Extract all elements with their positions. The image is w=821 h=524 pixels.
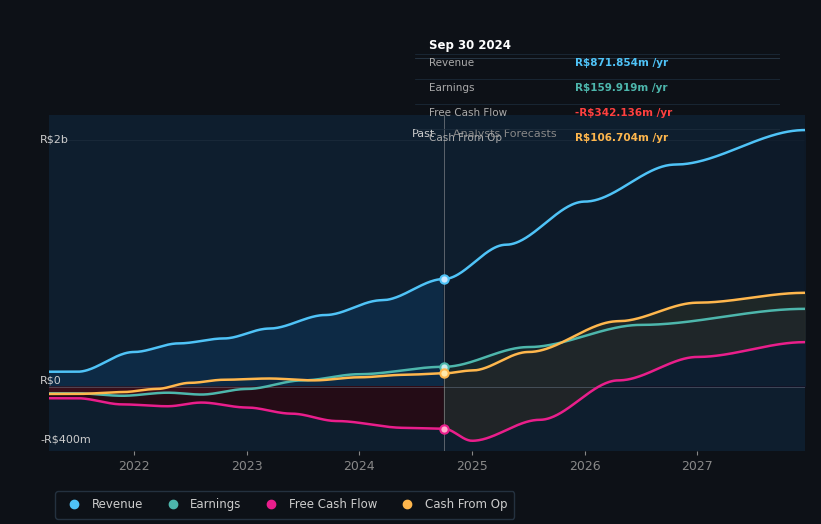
- Text: Earnings: Earnings: [429, 83, 475, 93]
- Text: Free Cash Flow: Free Cash Flow: [429, 108, 507, 118]
- Text: Analysts Forecasts: Analysts Forecasts: [453, 129, 557, 139]
- Text: R$2b: R$2b: [40, 135, 69, 145]
- Text: Sep 30 2024: Sep 30 2024: [429, 39, 511, 52]
- Text: Past: Past: [411, 129, 435, 139]
- Text: R$159.919m /yr: R$159.919m /yr: [576, 83, 667, 93]
- Text: -R$342.136m /yr: -R$342.136m /yr: [576, 108, 672, 118]
- Text: Cash From Op: Cash From Op: [429, 134, 502, 144]
- Text: R$0: R$0: [40, 375, 62, 385]
- Text: R$106.704m /yr: R$106.704m /yr: [576, 134, 668, 144]
- Text: Revenue: Revenue: [429, 59, 475, 69]
- Text: R$871.854m /yr: R$871.854m /yr: [576, 59, 668, 69]
- Legend: Revenue, Earnings, Free Cash Flow, Cash From Op: Revenue, Earnings, Free Cash Flow, Cash …: [55, 492, 514, 519]
- Text: -R$400m: -R$400m: [40, 434, 91, 444]
